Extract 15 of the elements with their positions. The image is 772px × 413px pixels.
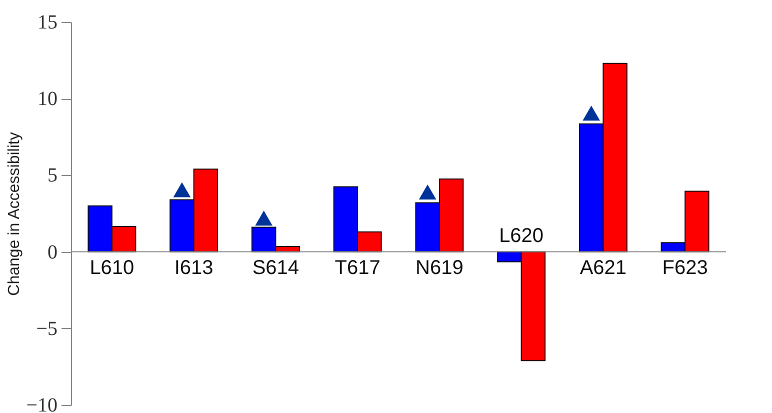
x-tick-label: A621: [580, 256, 627, 279]
x-tick-label: S614: [252, 256, 300, 279]
y-tick-label: −10: [26, 394, 58, 413]
y-tick-label: 5: [48, 164, 58, 187]
y-axis-title: Change in Accessibility: [6, 132, 24, 296]
y-tick-label: 10: [38, 88, 58, 110]
x-tick-label: L610: [90, 256, 134, 279]
y-tick-label: 15: [38, 12, 58, 34]
x-tick-label: I613: [174, 256, 214, 279]
y-tick-label: 0: [48, 241, 58, 264]
x-tick-label: N619: [416, 256, 464, 279]
x-tick-label: L620: [499, 224, 544, 247]
x-tick-label: F623: [662, 256, 708, 279]
x-tick-label: T617: [334, 256, 380, 279]
y-tick-label: −5: [36, 318, 58, 340]
